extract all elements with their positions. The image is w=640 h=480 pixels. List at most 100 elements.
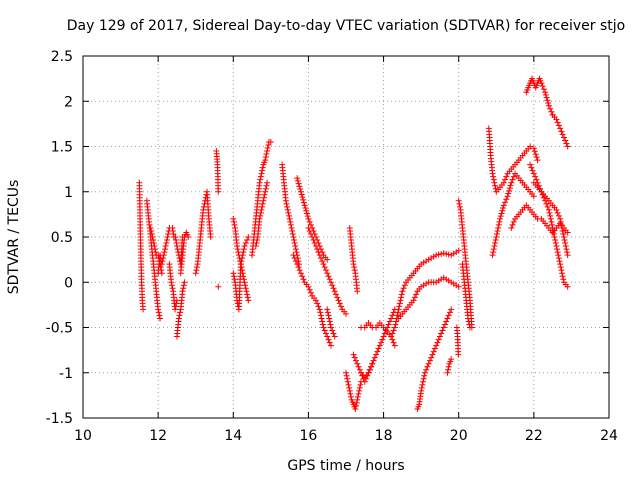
data-point [544, 97, 551, 104]
data-point [466, 324, 473, 331]
data-point [350, 351, 357, 358]
data-point [291, 240, 298, 247]
data-point [560, 234, 567, 240]
data-point [155, 309, 162, 316]
data-point [169, 227, 176, 234]
data-point [306, 286, 313, 293]
data-point [299, 194, 306, 201]
data-point [355, 390, 362, 397]
data-point [147, 224, 154, 231]
data-point [531, 148, 538, 155]
data-point [331, 333, 338, 340]
data-point [557, 264, 564, 271]
data-point [421, 369, 428, 376]
data-point [562, 243, 569, 250]
data-point [158, 261, 165, 268]
data-point [329, 282, 336, 289]
data-point [509, 221, 516, 228]
data-point [548, 218, 555, 225]
data-point [319, 318, 326, 325]
data-point [436, 333, 443, 340]
data-point [376, 342, 383, 349]
data-point [551, 234, 558, 240]
data-point [502, 176, 509, 183]
series-t15.6 [290, 252, 334, 349]
data-point [555, 255, 562, 262]
data-point [148, 230, 155, 237]
data-point [237, 261, 244, 268]
data-point [163, 240, 170, 247]
data-point [207, 234, 214, 240]
data-point [294, 175, 301, 182]
data-point [161, 249, 168, 256]
data-point [314, 246, 321, 253]
data-point [498, 210, 505, 217]
data-point [358, 369, 365, 376]
data-point [290, 234, 297, 240]
data-point [438, 330, 445, 337]
data-point [295, 180, 302, 187]
series-t12.3 [166, 261, 180, 313]
data-point [490, 176, 497, 183]
data-point [554, 209, 561, 216]
data-point [492, 240, 499, 247]
data-point [152, 249, 159, 256]
data-point [527, 161, 534, 168]
data-point [293, 249, 300, 256]
data-point [303, 210, 310, 217]
data-points [136, 75, 571, 412]
series-t18.2 [388, 247, 462, 340]
data-point [544, 203, 551, 210]
data-point [292, 243, 299, 250]
series-t18.9 [414, 306, 455, 412]
data-point [365, 369, 372, 376]
data-point [564, 283, 571, 290]
data-point [354, 396, 361, 403]
data-point [344, 378, 351, 385]
data-point [299, 273, 306, 280]
data-point [180, 282, 187, 289]
data-point [155, 306, 162, 313]
data-point [305, 215, 312, 222]
series-t14.0 [230, 215, 252, 304]
data-point [231, 276, 238, 283]
x-tick-label: 22 [525, 428, 543, 444]
data-point [239, 255, 246, 262]
data-point [172, 306, 179, 313]
data-point [259, 203, 266, 210]
data-point [425, 360, 432, 367]
data-point [564, 252, 571, 259]
data-point [539, 83, 546, 90]
data-point [330, 285, 337, 292]
data-point [353, 357, 360, 364]
data-point [546, 209, 553, 216]
data-point [542, 89, 549, 96]
data-point [284, 206, 291, 213]
grid-layer [83, 56, 609, 418]
data-point [455, 351, 462, 358]
data-point [443, 250, 450, 257]
data-point [564, 229, 571, 236]
data-point [230, 215, 237, 222]
data-point [356, 366, 363, 373]
data-point [456, 200, 463, 207]
data-point [502, 199, 509, 206]
data-point [495, 224, 502, 231]
data-point [335, 297, 342, 304]
data-point [312, 243, 319, 250]
data-point [287, 221, 294, 228]
data-point [159, 258, 166, 265]
data-point [553, 243, 560, 250]
data-point [263, 151, 270, 158]
data-point [258, 170, 265, 177]
data-point [557, 261, 564, 268]
data-point [317, 312, 324, 319]
data-point [346, 384, 353, 391]
data-point [321, 264, 328, 271]
data-point [445, 312, 452, 319]
data-point [448, 356, 455, 363]
data-point [303, 207, 310, 214]
data-point [302, 205, 309, 212]
data-point [554, 246, 561, 253]
